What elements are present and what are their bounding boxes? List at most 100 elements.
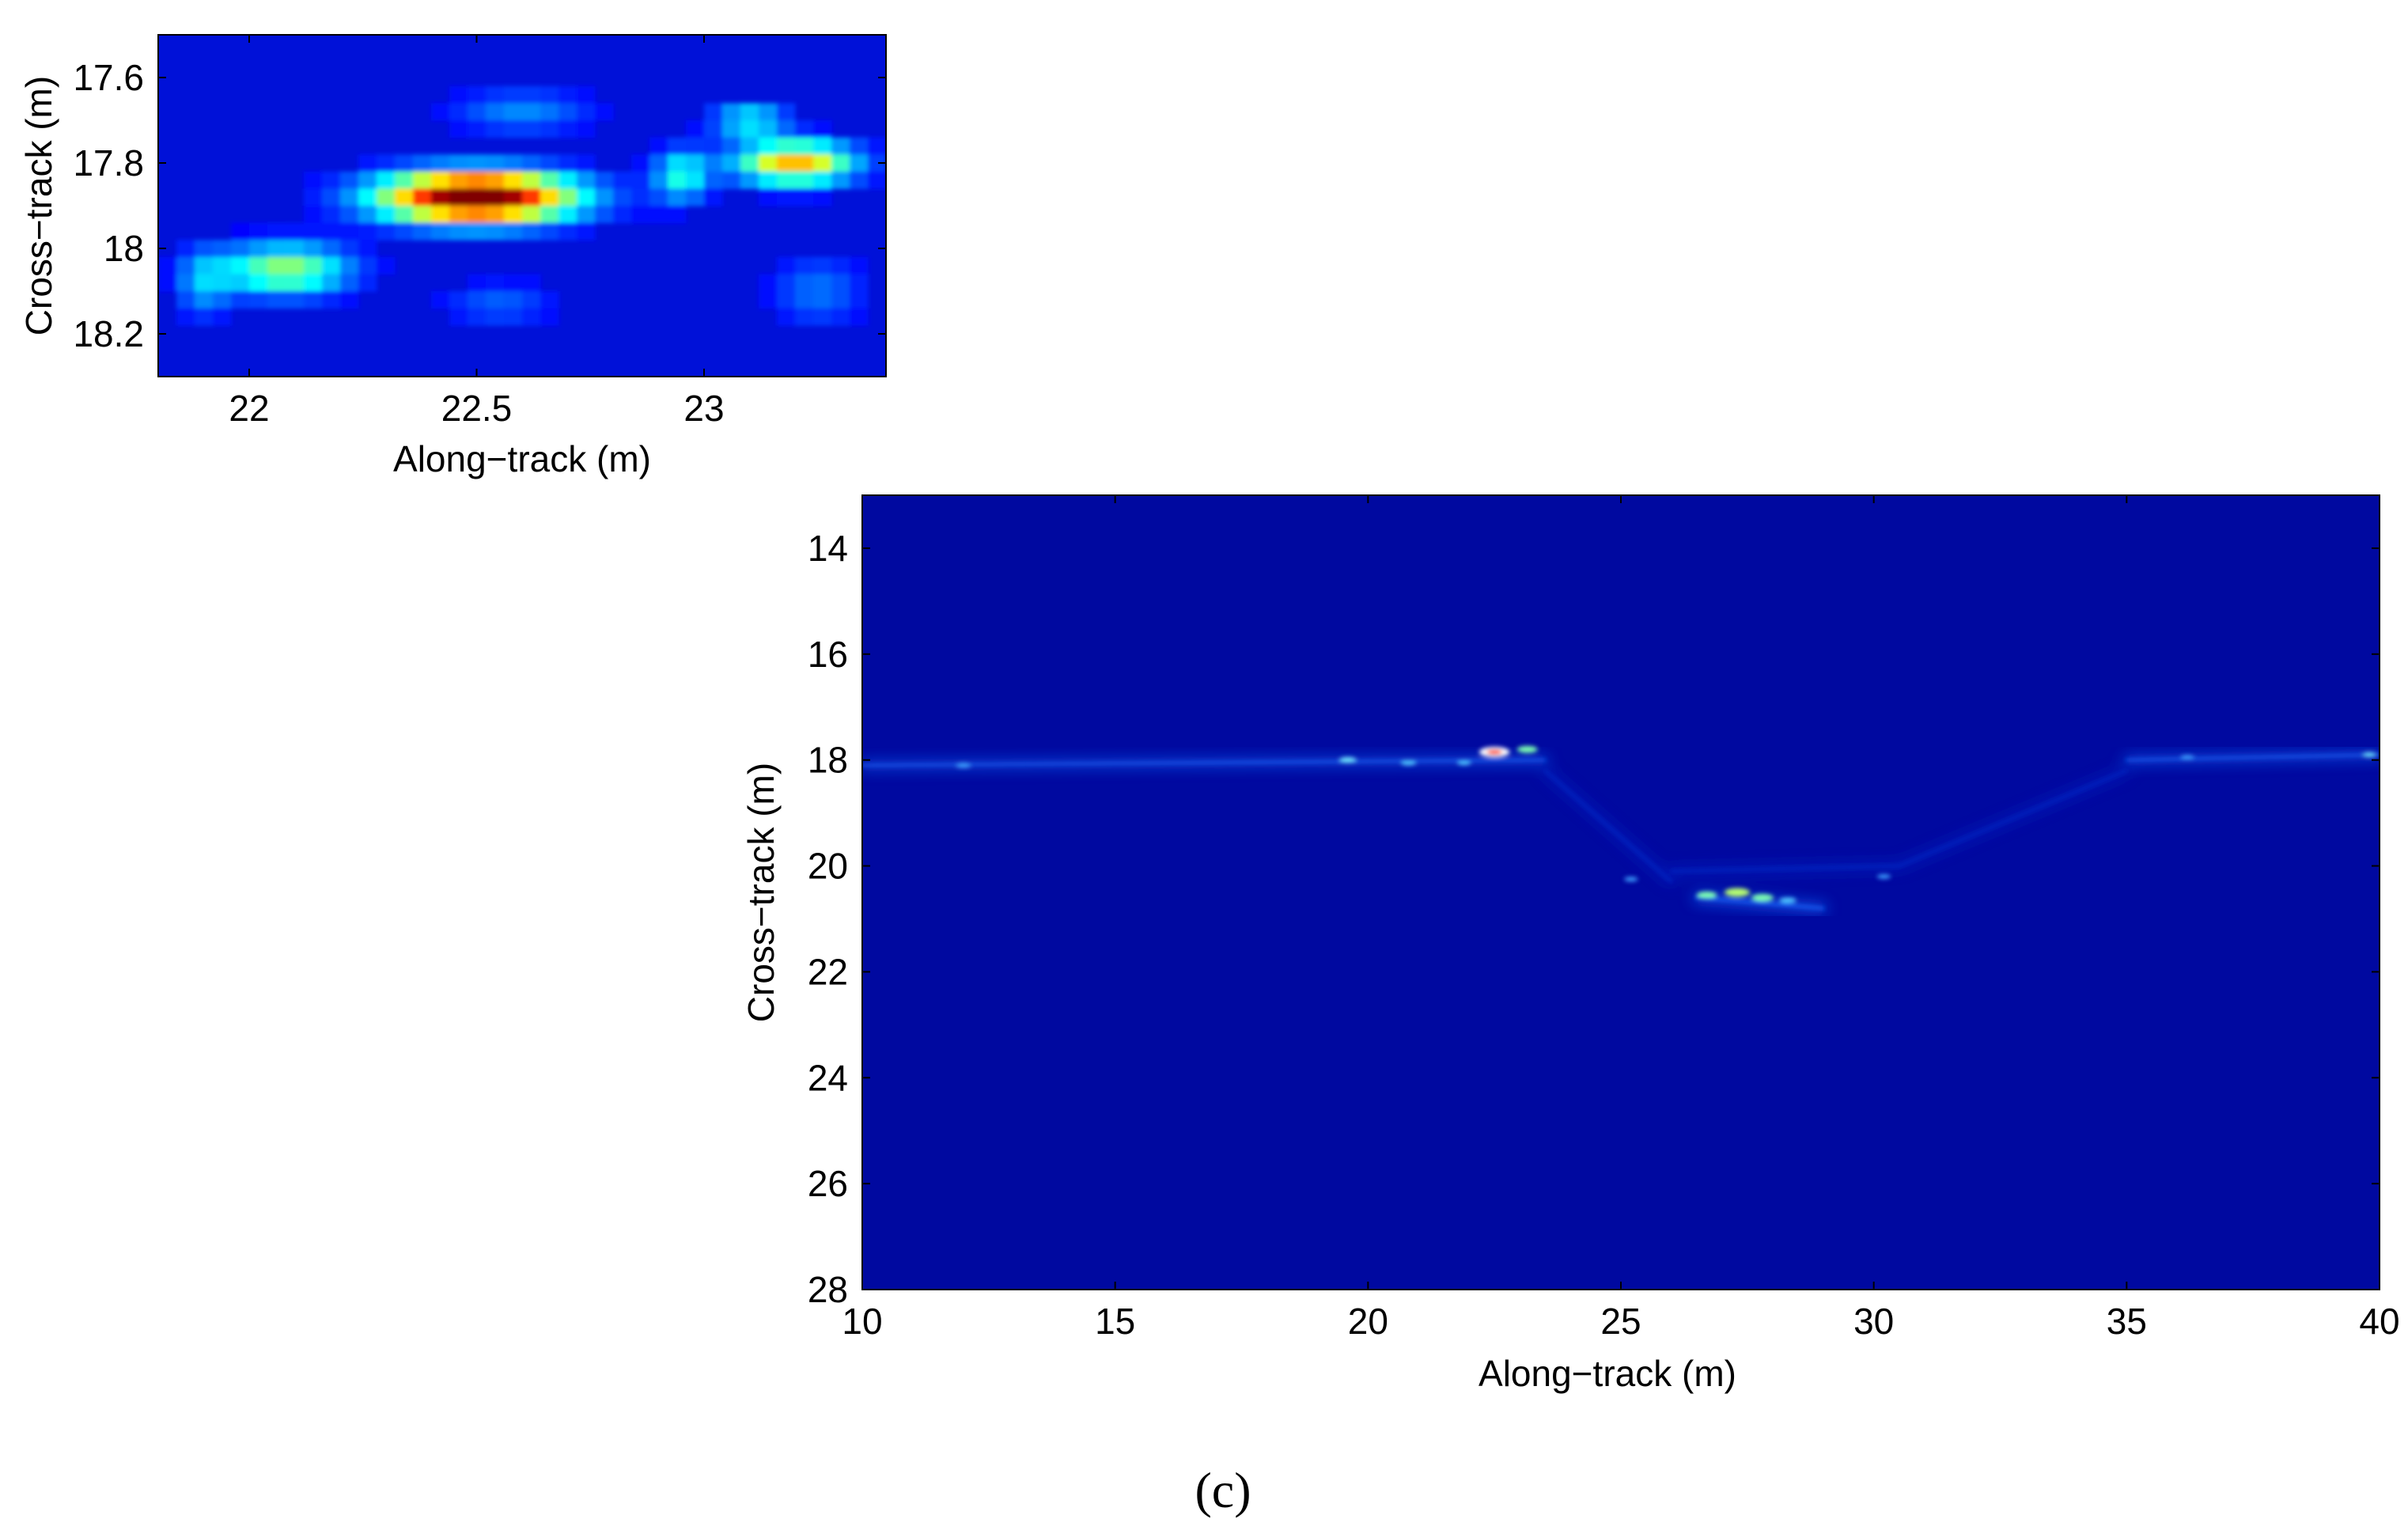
inset-heatmap-cell — [449, 103, 468, 121]
inset-heatmap-cell — [759, 103, 778, 121]
inset-heatmap-cell — [195, 274, 214, 292]
inset-heatmap-cell — [595, 206, 614, 224]
inset-heatmap-cell — [850, 256, 869, 275]
inset-heatmap-cell — [522, 171, 541, 189]
main-x-axis-label: Along−track (m) — [1478, 1353, 1736, 1394]
inset-heatmap-cell — [449, 291, 468, 309]
main-heatmap-spot — [1779, 897, 1797, 903]
inset-heatmap-cell — [340, 171, 359, 189]
inset-heatmap-cell — [831, 256, 850, 275]
inset-heatmap-cell — [449, 120, 468, 138]
inset-heatmap-cell — [522, 308, 541, 326]
inset-heatmap-cell — [504, 206, 523, 224]
inset-heatmap-cell — [486, 171, 505, 189]
inset-heatmap-cell — [322, 188, 341, 206]
inset-heatmap-cell — [740, 154, 759, 172]
inset-heatmap-cell — [468, 171, 487, 189]
inset-heatmap-cell — [522, 188, 541, 206]
main-x-tick-label-1: 15 — [1095, 1301, 1135, 1342]
inset-heatmap-cell — [377, 256, 396, 275]
main-y-axis-label: Cross−track (m) — [740, 763, 782, 1022]
inset-x-tick-label-2: 23 — [683, 388, 724, 429]
inset-heatmap-cell — [577, 206, 596, 224]
inset-heatmap-cell — [377, 206, 396, 224]
inset-heatmap-cell — [176, 291, 195, 309]
inset-heatmap-cell — [304, 240, 323, 258]
inset-heatmap-cell — [777, 274, 796, 292]
inset-heatmap-cell — [195, 291, 214, 309]
main-heatmap-spot — [1400, 759, 1417, 766]
inset-heatmap-cell — [540, 308, 559, 326]
inset-heatmap-cell — [377, 188, 396, 206]
inset-heatmap-cell — [722, 154, 741, 172]
inset-heatmap-cell — [831, 154, 850, 172]
inset-heatmap-cell — [231, 240, 250, 258]
inset-heatmap-cell — [759, 274, 778, 292]
inset-heatmap-cell — [449, 85, 468, 104]
inset-heatmap-cell — [595, 188, 614, 206]
inset-heatmap-cell — [558, 154, 577, 172]
main-x-ticks: 10 15 20 25 30 35 40 — [842, 495, 2400, 1342]
inset-heatmap-cell — [267, 222, 286, 241]
main-heatmap-spot — [1339, 756, 1357, 763]
inset-heatmap-cell — [504, 291, 523, 309]
inset-heatmap-cell — [413, 171, 432, 189]
inset-heatmap-cell — [413, 222, 432, 241]
inset-heatmap-cell — [704, 103, 723, 121]
inset-heatmap-cell — [322, 291, 341, 309]
inset-heatmap-cell — [795, 154, 814, 172]
inset-heatmap-cell — [468, 308, 487, 326]
inset-heatmap-cell — [486, 291, 505, 309]
inset-heatmap-cell — [176, 308, 195, 326]
inset-heatmap-cell — [649, 154, 668, 172]
inset-heatmap-cell — [286, 291, 305, 309]
inset-heatmap-cell — [286, 240, 305, 258]
inset-heatmap-cell — [613, 171, 632, 189]
inset-heatmap-cell — [340, 274, 359, 292]
inset-heatmap-cell — [486, 154, 505, 172]
inset-heatmap-cell — [486, 274, 505, 292]
inset-heatmap-cell — [358, 222, 377, 241]
main-x-tick-label-6: 40 — [2359, 1301, 2399, 1342]
inset-heatmap-cell — [777, 188, 796, 206]
main-x-tick-label-4: 30 — [1853, 1301, 1894, 1342]
inset-heatmap-cell — [522, 222, 541, 241]
inset-heatmap-cell — [722, 103, 741, 121]
inset-heatmap-cell — [522, 206, 541, 224]
inset-heatmap-cell — [540, 222, 559, 241]
inset-heatmap-cell — [813, 120, 832, 138]
main-heatmap-echo-line — [2125, 753, 2380, 762]
inset-heatmap-cell — [540, 85, 559, 104]
inset-heatmap-cell — [522, 274, 541, 292]
inset-heatmap-cell — [540, 188, 559, 206]
inset-heatmap-cell — [468, 120, 487, 138]
inset-heatmap-cell — [304, 274, 323, 292]
main-heatmap-echo-line — [1543, 769, 1673, 883]
inset-heatmap-cell — [195, 308, 214, 326]
inset-heatmap-cell — [395, 206, 414, 224]
inset-heatmap-cell — [340, 256, 359, 275]
inset-heatmap-cell — [668, 171, 687, 189]
inset-heatmap-cell — [267, 256, 286, 275]
main-y-tick-label-6: 26 — [808, 1163, 848, 1204]
inset-heatmap-cell — [431, 154, 450, 172]
inset-heatmap-cell — [522, 103, 541, 121]
inset-heatmap-cell — [759, 171, 778, 189]
inset-heatmap-cell — [504, 154, 523, 172]
inset-heatmap-cell — [504, 103, 523, 121]
inset-heatmap-cell — [649, 137, 668, 155]
inset-heatmap-cell — [431, 206, 450, 224]
inset-heatmap-cell — [304, 222, 323, 241]
inset-heatmap-cell — [413, 154, 432, 172]
main-heatmap-spot — [2362, 752, 2376, 757]
inset-heatmap-cell — [176, 240, 195, 258]
inset-heatmap-cell — [668, 137, 687, 155]
inset-heatmap-cell — [176, 256, 195, 275]
inset-heatmap-cell — [358, 154, 377, 172]
inset-heatmap-cell — [449, 206, 468, 224]
inset-heatmap-cell — [577, 85, 596, 104]
inset-heatmap-cell — [740, 120, 759, 138]
inset-heatmap-cell — [831, 137, 850, 155]
inset-y-tick-label-2: 18 — [104, 228, 144, 269]
inset-heatmap-cell — [577, 154, 596, 172]
